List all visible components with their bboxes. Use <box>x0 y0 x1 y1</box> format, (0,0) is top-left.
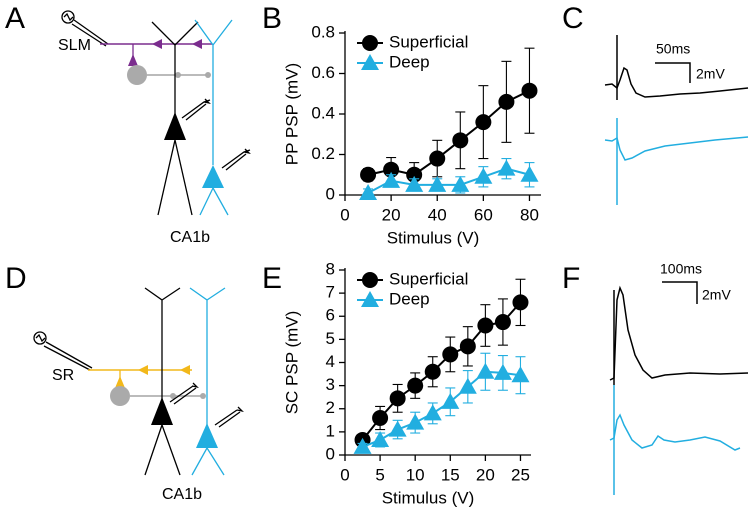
series-line <box>362 370 521 448</box>
y-tick-label: 2 <box>326 398 335 417</box>
marker <box>498 93 515 110</box>
y-tick-label: 0.2 <box>311 144 335 163</box>
y-axis-label: PP PSP (mV) <box>282 63 301 165</box>
y-tick-label: 0.6 <box>311 63 335 82</box>
y-tick-label: 0 <box>326 184 335 203</box>
marker <box>512 294 529 311</box>
legend-marker <box>361 54 379 70</box>
marker <box>441 392 460 409</box>
x-tick-label: 80 <box>520 205 539 224</box>
marker <box>451 175 470 192</box>
marker <box>493 363 512 380</box>
marker <box>407 377 424 394</box>
marker <box>372 410 389 426</box>
x-tick-label: 0 <box>340 465 349 484</box>
marker <box>494 314 511 331</box>
y-tick-label: 6 <box>326 306 335 325</box>
x-tick-label: 60 <box>474 205 493 224</box>
panel-label: B <box>262 2 282 35</box>
marker <box>360 166 377 183</box>
legend-label: Deep <box>389 52 430 71</box>
x-axis-label: Stimulus (V) <box>382 488 475 507</box>
y-tick-label: 8 <box>326 259 335 278</box>
x-tick-label: 15 <box>441 465 460 484</box>
panel-label: C <box>562 2 584 35</box>
x-tick-label: 20 <box>382 205 401 224</box>
marker <box>511 366 530 383</box>
scale-label: 2mV <box>696 66 725 82</box>
y-axis-label: SC PSP (mV) <box>282 311 301 415</box>
scale-label: 100ms <box>660 261 702 277</box>
marker <box>359 183 378 200</box>
y-tick-label: 3 <box>326 375 335 394</box>
marker <box>429 150 446 167</box>
x-tick-label: 25 <box>511 465 530 484</box>
panel-label: F <box>562 262 580 295</box>
legend-label: Superficial <box>389 269 468 288</box>
y-tick-label: 1 <box>326 421 335 440</box>
layer-label: SR <box>52 367 74 384</box>
y-tick-label: 5 <box>326 329 335 348</box>
marker <box>388 420 407 437</box>
marker <box>405 175 424 192</box>
region-label: CA1b <box>170 229 210 246</box>
scale-label: 50ms <box>656 41 690 57</box>
x-tick-label: 0 <box>340 205 349 224</box>
series-line <box>361 301 522 441</box>
marker <box>521 82 538 99</box>
marker <box>474 167 493 184</box>
voltage-trace <box>604 35 749 304</box>
legend-marker <box>361 291 379 307</box>
x-axis-label: Stimulus (V) <box>387 228 480 247</box>
marker <box>475 114 492 131</box>
marker <box>371 430 390 447</box>
legend-label: Superficial <box>389 32 468 51</box>
marker <box>497 159 516 176</box>
y-tick-label: 0.4 <box>311 103 335 122</box>
y-tick-label: 4 <box>326 352 335 371</box>
region-label: CA1b <box>162 486 202 503</box>
x-tick-label: 20 <box>476 465 495 484</box>
legend-label: Deep <box>389 289 430 308</box>
marker <box>382 171 401 188</box>
panel-label: A <box>5 2 25 35</box>
marker <box>476 362 495 379</box>
panel-label: D <box>5 262 27 295</box>
scale-label: 2mV <box>702 287 731 303</box>
marker <box>383 161 400 178</box>
marker <box>423 404 442 421</box>
marker <box>458 377 477 394</box>
y-tick-label: 7 <box>326 283 335 302</box>
marker <box>459 338 476 355</box>
x-tick-label: 5 <box>375 465 384 484</box>
legend-marker <box>362 35 378 51</box>
marker <box>452 132 469 149</box>
y-tick-label: 0 <box>326 444 335 463</box>
x-tick-label: 10 <box>406 465 425 484</box>
layer-label: SLM <box>58 37 91 54</box>
neuron-diagram <box>33 287 244 476</box>
voltage-trace <box>609 285 749 495</box>
marker <box>428 175 447 192</box>
marker <box>520 165 539 182</box>
x-tick-label: 40 <box>428 205 447 224</box>
y-tick-label: 0.8 <box>311 22 335 41</box>
marker <box>477 317 494 334</box>
marker <box>353 437 372 454</box>
legend-marker <box>362 272 378 288</box>
marker <box>389 390 406 407</box>
marker <box>442 346 459 363</box>
marker <box>406 413 425 430</box>
marker <box>424 363 441 380</box>
neuron-diagram <box>61 10 251 216</box>
panel-label: E <box>262 262 282 295</box>
